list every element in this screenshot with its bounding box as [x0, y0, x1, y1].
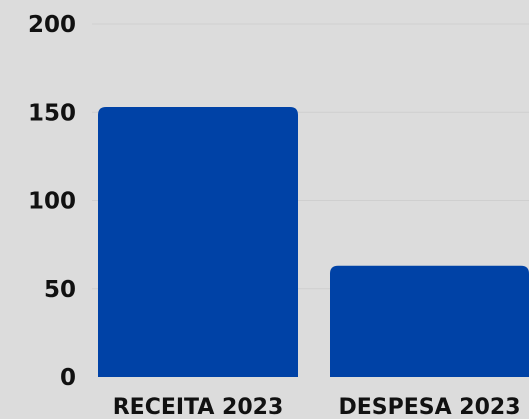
x-axis-category-labels: RECEITA 2023 DESPESA 2023 — [113, 395, 521, 419]
y-axis-tick-labels: 0 50 100 150 200 — [28, 12, 76, 391]
category-label-1: DESPESA 2023 — [338, 395, 520, 419]
category-label-0: RECEITA 2023 — [113, 395, 284, 419]
bars — [98, 106, 529, 377]
y-tick-label-150: 150 — [28, 100, 76, 126]
bar-receita-2023 — [98, 106, 298, 377]
y-tick-label-50: 50 — [44, 277, 76, 303]
bar-despesa-2023 — [330, 265, 529, 377]
y-tick-label-0: 0 — [60, 365, 76, 391]
y-tick-label-200: 200 — [28, 12, 76, 38]
y-tick-label-100: 100 — [28, 189, 76, 215]
